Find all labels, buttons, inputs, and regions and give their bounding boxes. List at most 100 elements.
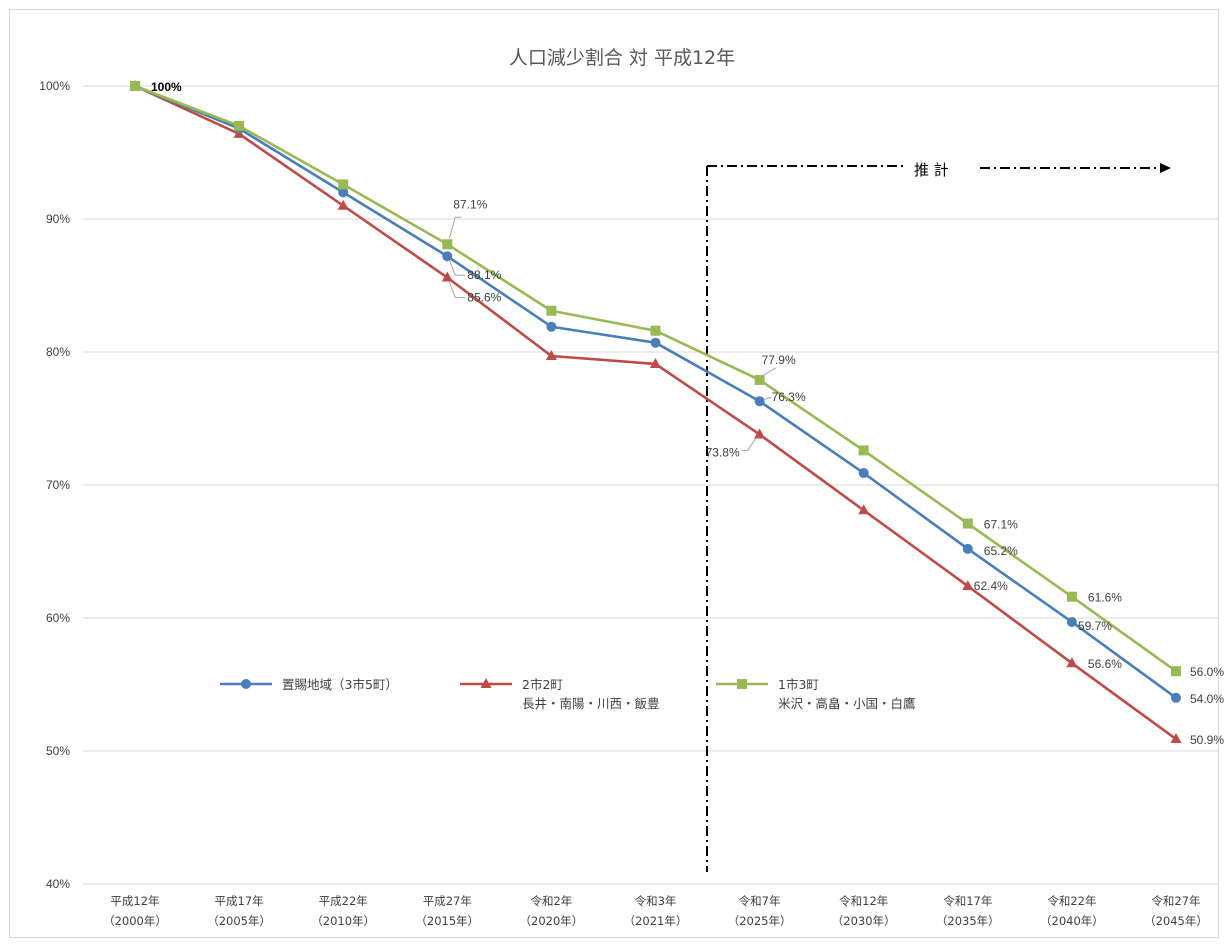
chart-frame xyxy=(9,9,1219,938)
x-tick-sublabel: （2040年） xyxy=(1040,914,1104,928)
x-tick-label: 令和2年 xyxy=(530,894,572,908)
data-point xyxy=(754,374,765,385)
data-point xyxy=(1171,666,1181,677)
legend-label: 置賜地域（3市5町） xyxy=(282,677,398,692)
data-point xyxy=(442,251,453,262)
x-tick-label: 令和12年 xyxy=(839,894,888,908)
data-point xyxy=(130,81,140,91)
data-label: 76.3% xyxy=(772,390,806,404)
x-tick-label: 令和17年 xyxy=(943,894,992,908)
data-point xyxy=(337,199,349,210)
data-label-leader xyxy=(448,216,462,239)
data-point xyxy=(1066,657,1078,668)
y-tick-label: 50% xyxy=(46,744,70,758)
legend-sublabel: 長井・南陽・川西・飯豊 xyxy=(522,696,660,711)
data-label: 87.1% xyxy=(453,197,487,211)
data-point xyxy=(650,357,661,368)
legend-marker xyxy=(737,679,747,689)
data-point xyxy=(754,396,765,407)
data-label: 61.6% xyxy=(1088,591,1122,605)
x-tick-sublabel: （2021年） xyxy=(624,914,688,928)
x-tick-sublabel: （2005年） xyxy=(207,914,271,928)
data-point xyxy=(858,504,870,515)
x-tick-sublabel: （2030年） xyxy=(832,914,896,928)
data-label: 65.2% xyxy=(984,544,1018,558)
data-point xyxy=(442,239,453,250)
series-line xyxy=(134,84,1177,673)
data-point xyxy=(962,580,974,591)
data-point xyxy=(546,305,557,316)
data-label-leader xyxy=(764,396,772,400)
data-point xyxy=(1171,692,1181,703)
data-label: 50.9% xyxy=(1190,733,1224,747)
data-label: 73.8% xyxy=(706,445,740,459)
series-lines xyxy=(129,80,1182,744)
estimate-arrowhead xyxy=(1160,163,1171,173)
data-label: 100% xyxy=(151,80,182,94)
data-point xyxy=(650,325,661,336)
x-tick-label: 令和22年 xyxy=(1047,894,1096,908)
legend-marker xyxy=(241,679,251,689)
x-tick-sublabel: （2020年） xyxy=(520,914,584,928)
x-tick-label: 平成12年 xyxy=(110,894,159,908)
data-label: 59.7% xyxy=(1078,619,1112,633)
data-point xyxy=(858,468,869,479)
data-point xyxy=(754,428,766,439)
data-point xyxy=(962,518,973,529)
data-point xyxy=(650,337,661,348)
y-tick-label: 90% xyxy=(46,212,70,226)
y-tick-label: 70% xyxy=(46,478,70,492)
x-tick-sublabel: （2025年） xyxy=(728,914,792,928)
y-tick-label: 80% xyxy=(46,345,70,359)
data-point xyxy=(962,543,973,554)
data-point xyxy=(1066,591,1077,602)
data-point xyxy=(338,179,349,190)
gridlines xyxy=(83,85,1219,885)
data-point xyxy=(338,187,349,198)
data-label: 56.0% xyxy=(1190,665,1224,679)
x-axis-ticks: 平成12年 （2000年） 平成17年 （2005年） 平成22年 （2010年） 平成27… xyxy=(103,894,1208,928)
data-label-leader xyxy=(762,367,776,377)
x-tick-sublabel: （2015年） xyxy=(415,914,479,928)
data-label: 67.1% xyxy=(984,518,1018,532)
data-label-leader xyxy=(741,438,757,451)
data-label: 54.0% xyxy=(1190,692,1224,706)
data-label: 77.9% xyxy=(762,353,796,367)
data-label-leader xyxy=(448,260,466,276)
x-tick-label: 令和27年 xyxy=(1151,894,1200,908)
data-point xyxy=(858,445,869,456)
legend-label: 1市3町 xyxy=(778,677,819,692)
data-point xyxy=(1066,616,1077,627)
data-label: 62.4% xyxy=(974,579,1008,593)
x-tick-label: 平成17年 xyxy=(215,894,264,908)
data-labels: 100% 87.1% 88.1% 85.6% 77.9% 76.3% 73.8% 67.1% 6… xyxy=(151,80,1224,747)
estimate-annotation: 推 計 xyxy=(706,161,1171,872)
legend-marker xyxy=(480,678,492,688)
series-line xyxy=(134,84,1177,699)
y-tick-label: 60% xyxy=(46,611,70,625)
x-tick-sublabel: （2010年） xyxy=(311,914,375,928)
estimate-label: 推 計 xyxy=(914,161,949,179)
data-point xyxy=(234,120,245,131)
data-point xyxy=(1170,733,1182,744)
data-label: 88.1% xyxy=(467,268,501,282)
y-tick-label: 40% xyxy=(46,877,70,891)
x-tick-sublabel: （2000年） xyxy=(103,914,167,928)
series-line xyxy=(134,84,1177,741)
chart-title: 人口減少割合 対 平成12年 xyxy=(509,47,735,69)
data-label: 85.6% xyxy=(467,291,501,305)
data-point xyxy=(441,271,453,282)
data-label: 56.6% xyxy=(1088,657,1122,671)
legend-sublabel: 米沢・高畠・小国・白鷹 xyxy=(778,696,916,711)
data-point xyxy=(545,349,557,360)
data-label-leader xyxy=(448,281,466,299)
data-point xyxy=(546,321,557,332)
x-tick-label: 平成22年 xyxy=(319,894,368,908)
x-tick-label: 令和3年 xyxy=(635,894,677,908)
x-tick-label: 令和7年 xyxy=(739,894,781,908)
x-tick-sublabel: （2045年） xyxy=(1144,914,1208,928)
legend-label: 2市2町 xyxy=(522,677,563,692)
x-tick-sublabel: （2035年） xyxy=(936,914,1000,928)
